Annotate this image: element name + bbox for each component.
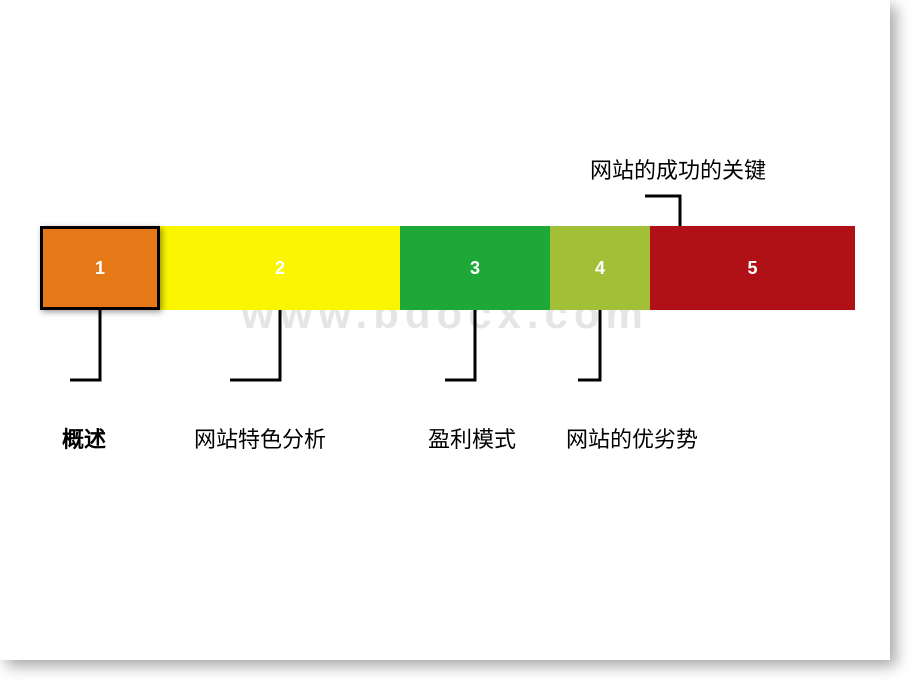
- segment-number: 2: [275, 258, 285, 279]
- lbl-1: 概述: [62, 422, 106, 454]
- segment-5: 5: [650, 226, 855, 310]
- connector: [226, 306, 284, 384]
- segment-number: 5: [747, 258, 757, 279]
- slide: www.bdocx.com 12345 概述网站特色分析盈利模式网站的优劣势网站…: [0, 0, 890, 660]
- lbl-2: 网站特色分析: [194, 422, 326, 454]
- segment-2: 2: [160, 226, 400, 310]
- lbl-4: 网站的优劣势: [566, 422, 698, 454]
- segment-4: 4: [550, 226, 650, 310]
- lbl-3: 盈利模式: [428, 422, 516, 454]
- segment-number: 3: [470, 258, 480, 279]
- lbl-5: 网站的成功的关键: [590, 153, 766, 185]
- connector: [574, 306, 604, 384]
- segment-number: 1: [95, 258, 105, 279]
- segment-number: 4: [595, 258, 605, 279]
- segment-3: 3: [400, 226, 550, 310]
- connector: [66, 306, 104, 384]
- connector: [641, 192, 684, 230]
- segment-1: 1: [40, 226, 160, 310]
- segment-bar: 1 2 3 4 5: [40, 226, 855, 310]
- slide-container: www.bdocx.com 12345 概述网站特色分析盈利模式网站的优劣势网站…: [0, 0, 920, 690]
- connector: [441, 306, 479, 384]
